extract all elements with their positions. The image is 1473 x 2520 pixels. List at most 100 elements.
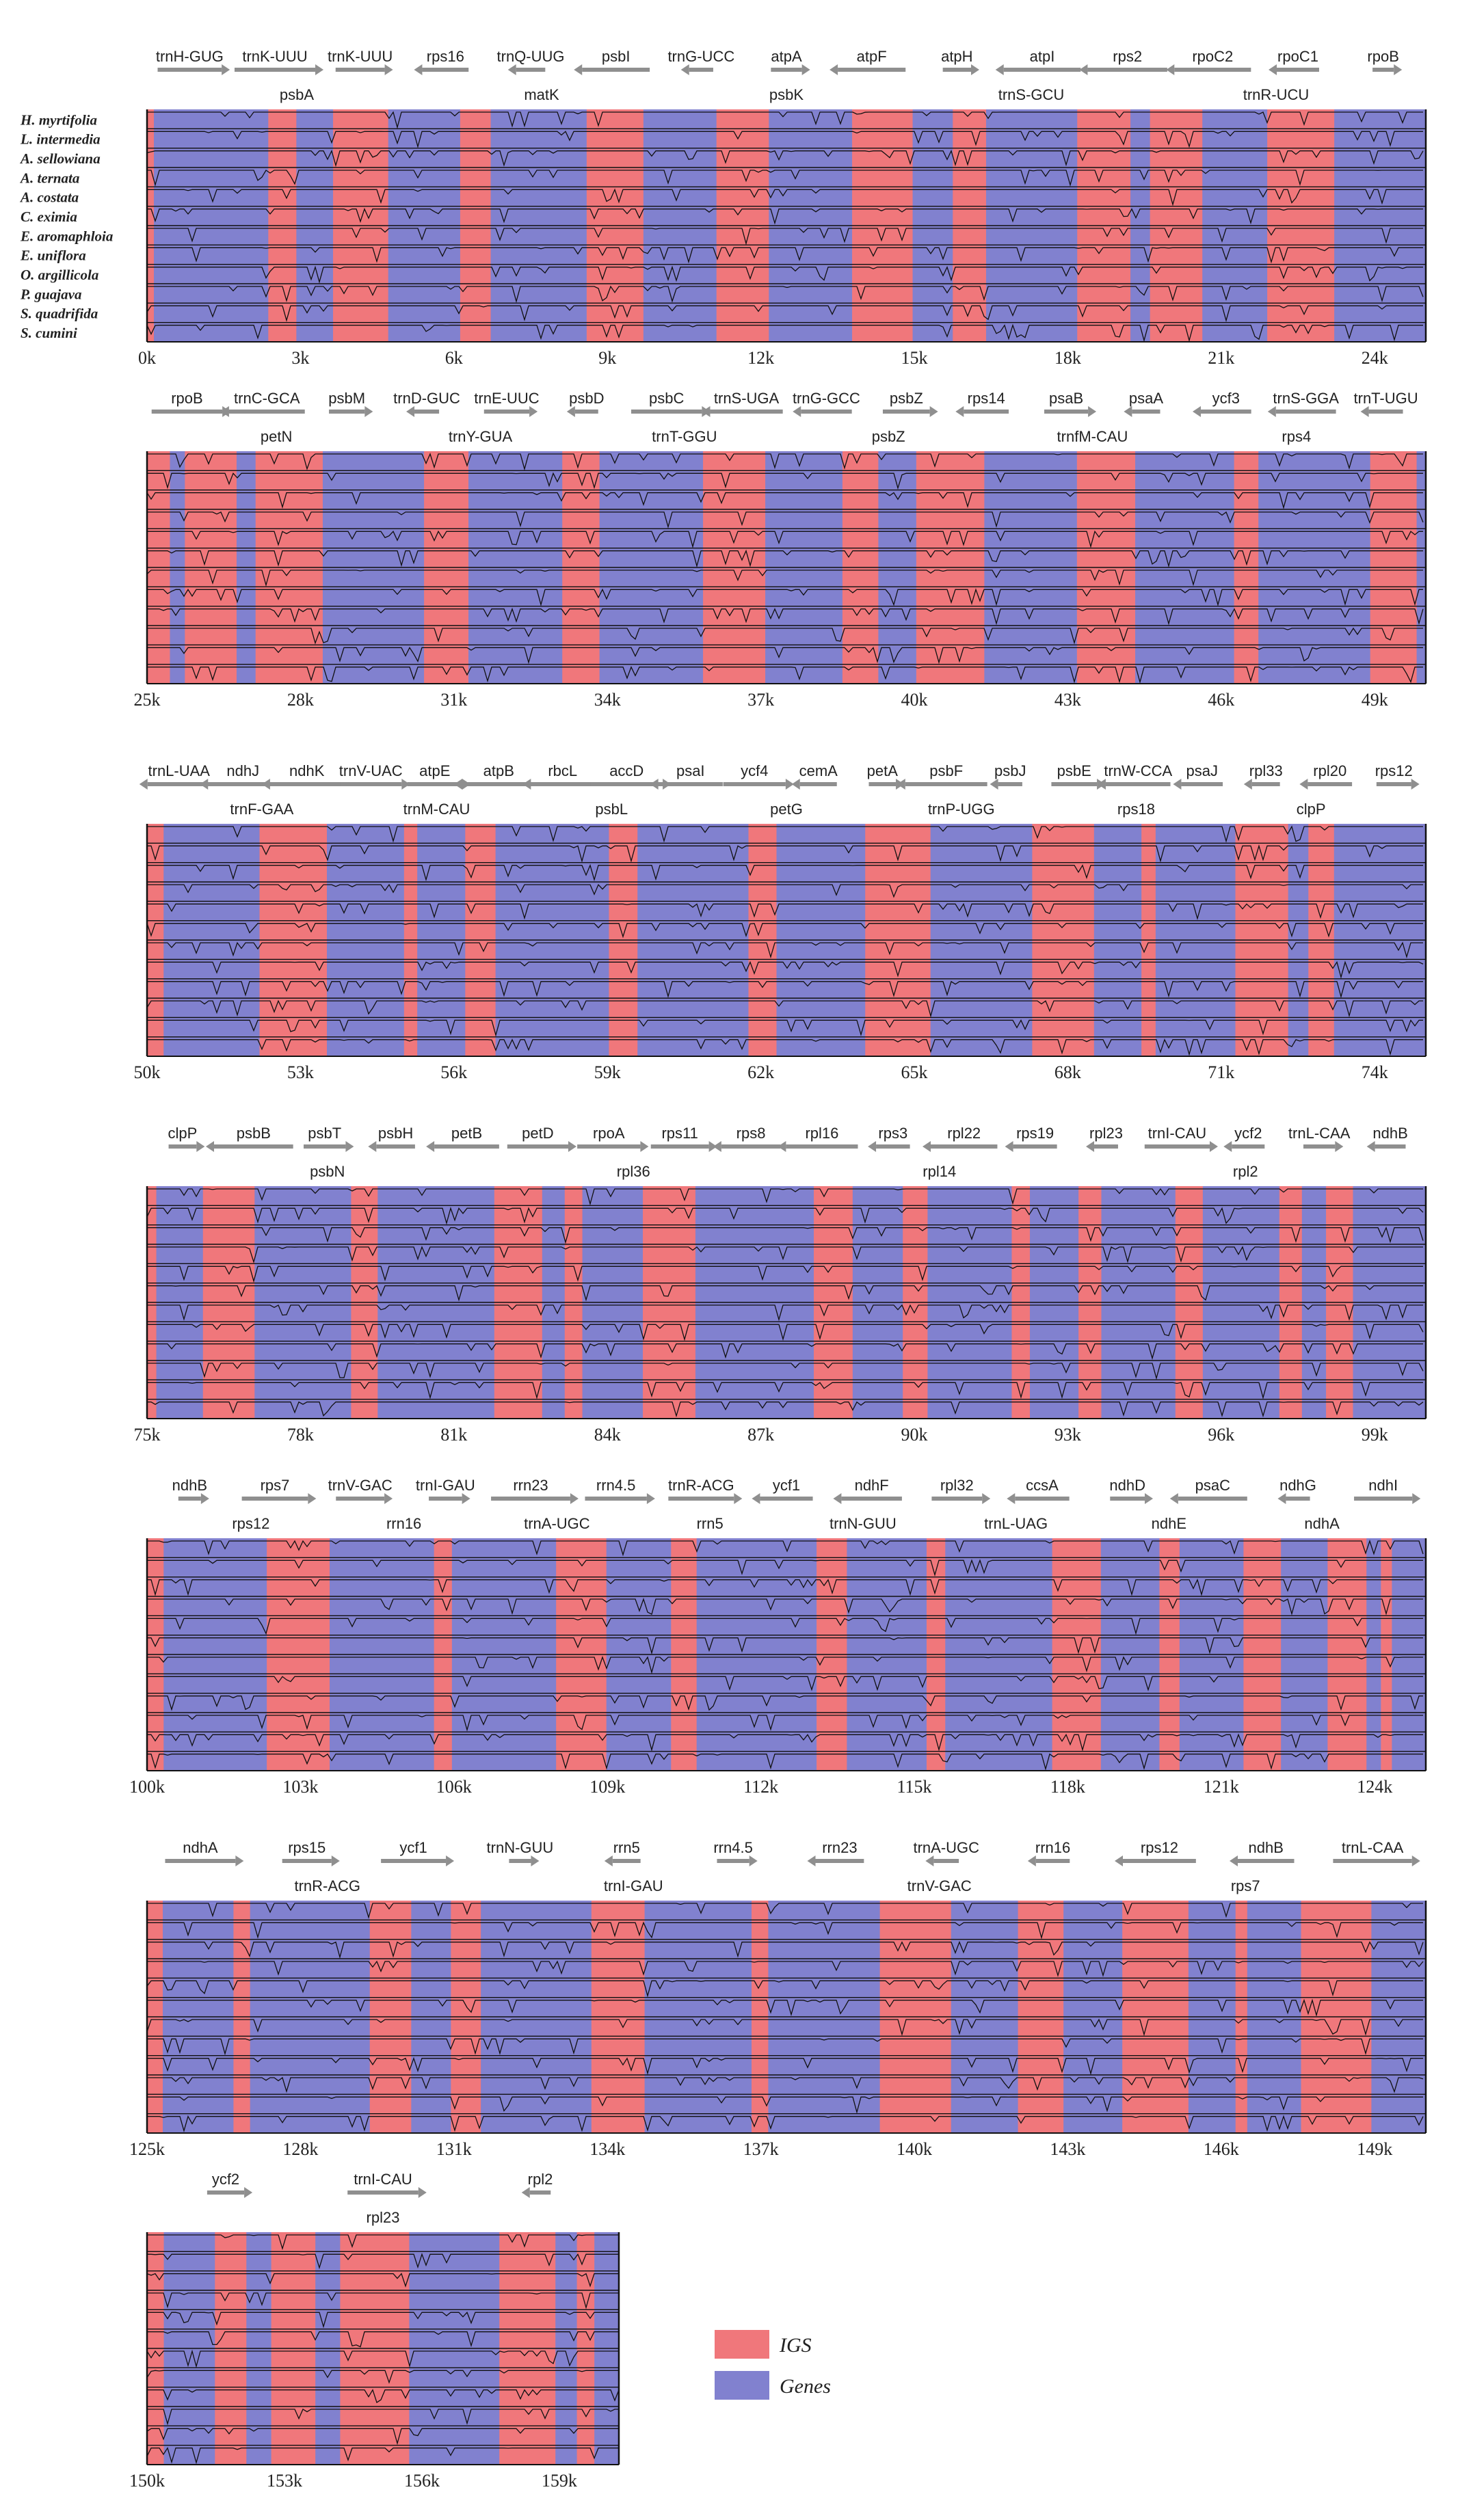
conservation-trace (146, 961, 1424, 979)
gene-label: trnI-GAU (416, 1477, 475, 1494)
gene-arrow-head (1005, 1141, 1013, 1152)
tick-label: 43k (1054, 690, 1081, 710)
conservation-trace (146, 902, 1423, 920)
tick-label: 140k (897, 2139, 932, 2159)
gene-label: trnI-CAU (1148, 1125, 1207, 1142)
gene-arrow-head (454, 779, 463, 790)
tick-label: 150k (129, 2471, 165, 2491)
gene-arrow-head (1114, 1855, 1123, 1866)
gene-arrow-head (139, 779, 148, 790)
gene-arrow-head (521, 2187, 530, 2198)
gene-arrow-head (446, 1855, 455, 1866)
conservation-trace (146, 1998, 1423, 2017)
tick-label: 106k (436, 1777, 472, 1797)
gene-arrow-head (807, 1855, 816, 1866)
conservation-trace (147, 1903, 1423, 1919)
gene-label: atpB (483, 762, 514, 779)
gene-label: trnS-GGA (1273, 390, 1339, 407)
tick-label: 121k (1204, 1777, 1239, 1797)
conservation-trace (146, 1343, 1423, 1360)
tick-label: 99k (1362, 1425, 1388, 1445)
gene-arrow-head (1243, 779, 1252, 790)
conservation-trace (146, 188, 1423, 206)
gene-label: rps14 (968, 390, 1005, 407)
gene-label: ndhA (183, 1839, 218, 1856)
gene-arrow-head (752, 1493, 760, 1504)
tick-label: 71k (1208, 1062, 1234, 1082)
conservation-trace (146, 2096, 1423, 2114)
gene-label: rpoA (593, 1125, 625, 1142)
conservation-trace (146, 607, 1424, 626)
gene-label: trnfM-CAU (1057, 428, 1128, 445)
panel-75k: 75k 78k 81k 84k 87k 90k 93k 96k 99k clpP psbB psbT p… (134, 1125, 1427, 1445)
conservation-trace (146, 1921, 1423, 1940)
tick-label: 62k (747, 1062, 774, 1082)
gene-arrow-head (708, 1141, 717, 1152)
conservation-trace (146, 207, 1423, 225)
gene-label: trnE-UUC (474, 390, 539, 407)
species-label: A. costata (19, 189, 79, 206)
gene-label: ndhB (172, 1477, 207, 1494)
gene-label: rpoB (171, 390, 202, 407)
gene-label: psbH (378, 1125, 413, 1142)
conservation-trace (146, 2447, 619, 2465)
gene-label: trnW-CCA (1104, 762, 1172, 779)
tick-label: 75k (134, 1425, 161, 1445)
conservation-trace (146, 472, 1423, 490)
gene-label: trnR-ACG (668, 1477, 734, 1494)
gene-label: ndhJ (226, 762, 259, 779)
conservation-trace (147, 825, 1423, 843)
gene-arrow-head (702, 406, 711, 417)
tick-label: 156k (404, 2471, 440, 2491)
gene-label: ycf4 (741, 762, 768, 779)
gene-label: psbE (1057, 762, 1091, 779)
gene-label: ycf1 (399, 1839, 427, 1856)
gene-arrow-head (261, 779, 270, 790)
gene-arrow-head (1269, 64, 1277, 75)
gene-arrow-head (206, 1141, 215, 1152)
gene-arrow-head (529, 406, 538, 417)
gene-label: rps15 (288, 1839, 326, 1856)
gene-arrow-head (222, 64, 230, 75)
gene-label: trnG-UCC (667, 48, 734, 65)
gene-label: ycf2 (212, 2171, 239, 2188)
gene-label: psbL (595, 801, 628, 818)
species-label: A. sellowiana (19, 150, 101, 167)
gene-arrow-head (922, 1141, 931, 1152)
gene-arrow-head (1412, 1493, 1421, 1504)
species-label: A. ternata (19, 170, 79, 186)
gene-label: rpl36 (617, 1163, 650, 1180)
gene-arrow-head (235, 1855, 244, 1866)
legend-genes-label: Genes (780, 2375, 831, 2398)
gene-label: petN (261, 428, 292, 445)
gene-arrow-head (384, 1493, 393, 1504)
gene-arrow-head (200, 779, 209, 790)
gene-label: rps19 (1016, 1125, 1054, 1142)
gene-arrow-head (401, 779, 410, 790)
gene-label: rrn5 (613, 1839, 640, 1856)
gene-arrow-head (1079, 64, 1088, 75)
gene-label: trnA-UGC (913, 1839, 979, 1856)
species-label: E. aromaphloia (20, 228, 113, 244)
tick-label: 56k (440, 1062, 467, 1082)
tick-label: 84k (594, 1425, 621, 1445)
gene-arrow-head (785, 779, 794, 790)
gene-arrow-head (531, 1855, 540, 1866)
conservation-trace (146, 2311, 619, 2329)
conservation-trace (146, 1578, 1423, 1596)
gene-arrow-head (220, 406, 229, 417)
conservation-trace (147, 2234, 619, 2251)
gene-label: ndhG (1279, 1477, 1316, 1494)
gene-arrow-head (566, 406, 575, 417)
tick-label: 0k (138, 348, 156, 368)
tick-label: 124k (1357, 1777, 1392, 1797)
gene-label: rpoC1 (1277, 48, 1318, 65)
gene-label: ycf3 (1212, 390, 1240, 407)
gene-label: ndhB (1372, 1125, 1407, 1142)
conservation-trace (146, 305, 1423, 323)
legend-igs-label: IGS (779, 2334, 812, 2357)
legend-igs-swatch (715, 2330, 769, 2359)
gene-arrow-head (604, 1855, 613, 1866)
gene-arrow-head (897, 779, 905, 790)
tick-label: 40k (901, 690, 928, 710)
